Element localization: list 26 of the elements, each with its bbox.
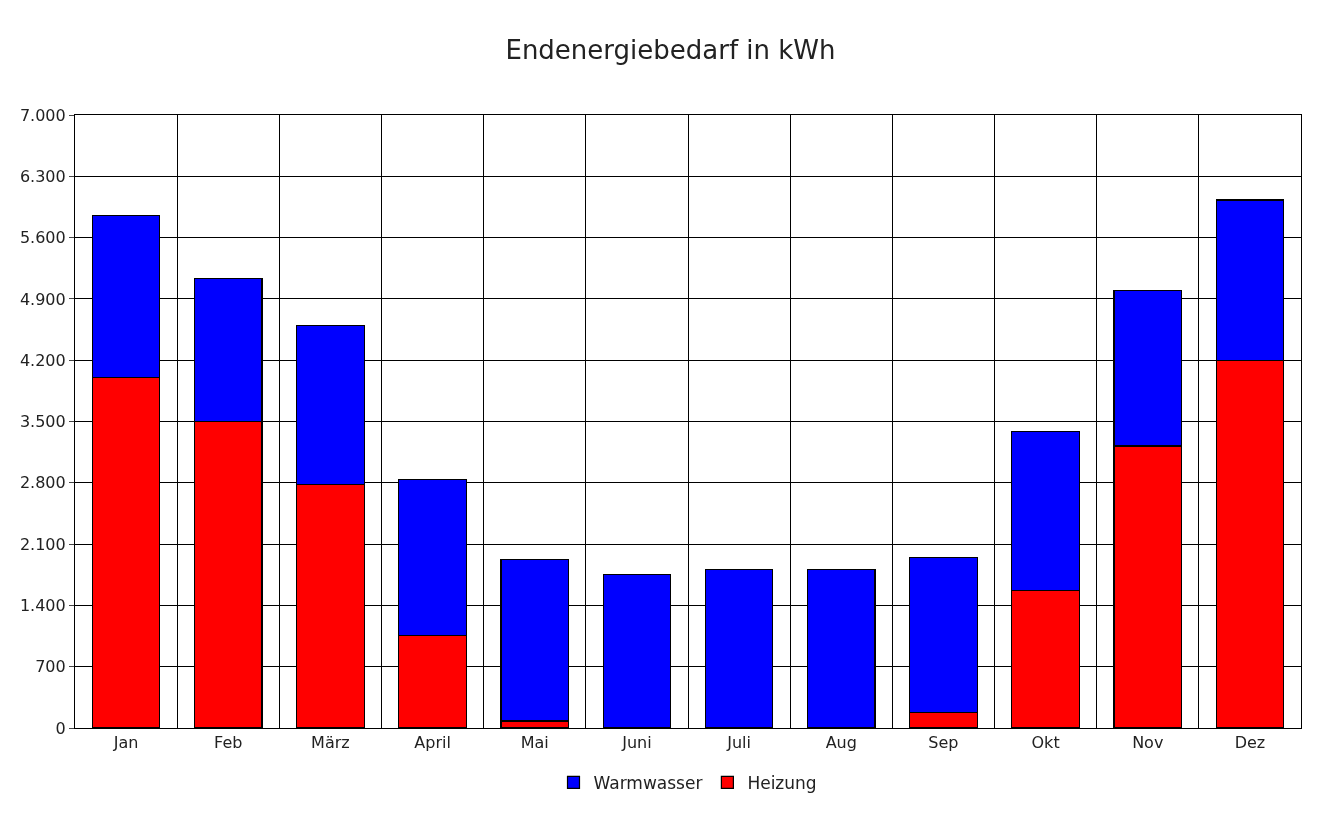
legend-label: Warmwasser	[593, 772, 703, 793]
x-tick-label: Nov	[1132, 733, 1164, 753]
y-tick-label: 700	[35, 657, 66, 677]
y-tick-label: 4.200	[19, 350, 66, 370]
x-tick-label: Okt	[1031, 733, 1060, 753]
x-tick-label: April	[414, 733, 451, 753]
x-tick-label: Sep	[928, 733, 959, 753]
y-tick-label: 0	[55, 718, 66, 738]
chart-title: Endenergiebedarf in kWh	[505, 35, 836, 66]
x-tick-label: März	[311, 733, 350, 753]
y-tick-label: 7.000	[19, 105, 66, 125]
x-tick-label: Aug	[825, 733, 857, 753]
y-tick-label: 6.300	[19, 166, 66, 186]
y-tick-label: 2.100	[19, 534, 66, 554]
y-tick-label: 4.900	[19, 289, 66, 309]
x-tick-label: Juli	[726, 733, 751, 753]
x-tick-label: Mai	[520, 733, 549, 753]
x-tick-label: Feb	[214, 733, 243, 753]
x-tick-label: Dez	[1234, 733, 1266, 753]
y-tick-label: 5.600	[19, 228, 66, 248]
y-tick-label: 3.500	[19, 412, 66, 432]
y-tick-label: 1.400	[19, 596, 66, 615]
legend-label: Heizung	[747, 772, 817, 793]
x-tick-label: Juni	[621, 733, 652, 753]
y-tick-label: 2.800	[19, 473, 66, 493]
x-tick-label: Jan	[112, 733, 139, 753]
